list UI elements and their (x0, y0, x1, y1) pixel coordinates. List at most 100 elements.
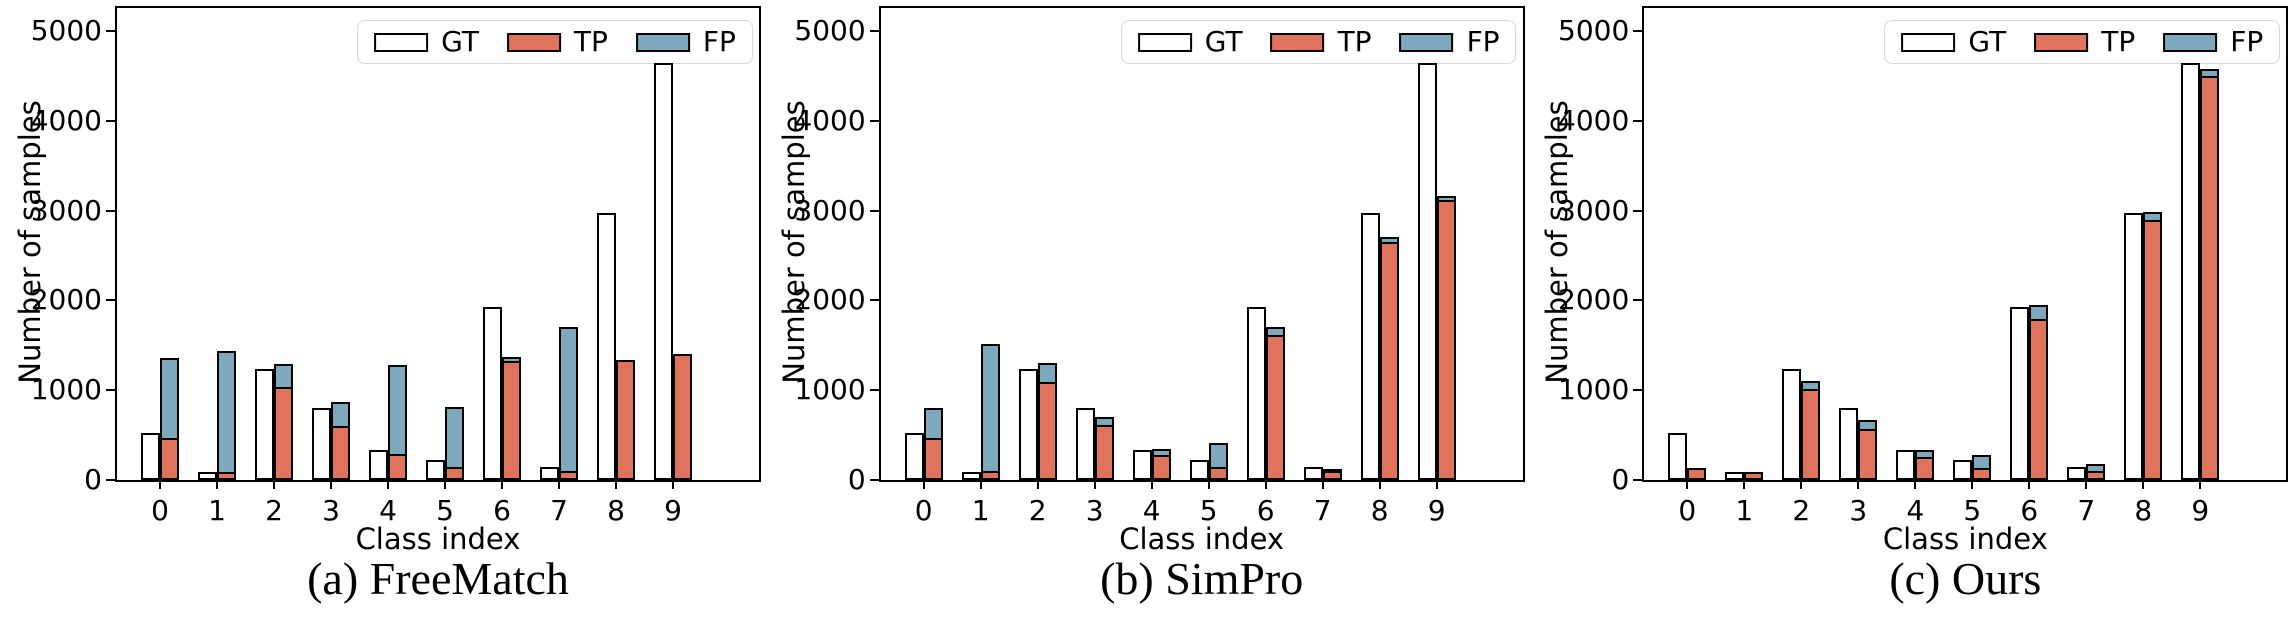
bar-tp-class-4 (1915, 456, 1935, 480)
bar-gt-class-1 (1725, 471, 1745, 480)
x-tick-label: 3 (1085, 494, 1104, 527)
legend-swatch-gt (374, 32, 429, 52)
bar-fp-class-4 (1151, 449, 1171, 455)
x-axis-tick (1093, 480, 1096, 489)
y-tick-label: 4000 (1558, 103, 1630, 137)
legend-label: TP (1337, 25, 1372, 58)
bar-tp-class-0 (1687, 468, 1707, 480)
legend-item-gt: GT (374, 26, 479, 58)
x-axis-tick (1264, 480, 1267, 489)
x-tick-label: 6 (1256, 494, 1275, 527)
x-axis-tick (2199, 480, 2202, 489)
x-tick-label: 1 (208, 494, 226, 527)
x-tick-label: 0 (914, 494, 933, 527)
bar-gt-class-7 (1303, 467, 1323, 480)
bar-fp-class-5 (445, 407, 464, 467)
x-tick-label: 0 (151, 494, 169, 527)
bar-gt-class-0 (904, 433, 924, 480)
y-tick-label: 1000 (794, 373, 866, 407)
legend-swatch-tp (506, 32, 561, 52)
x-axis-tick (922, 480, 925, 489)
x-axis-label: Class index (1882, 522, 2048, 556)
y-tick-label: 2000 (30, 283, 102, 317)
x-tick-label: 1 (971, 494, 990, 527)
bar-gt-class-7 (2067, 467, 2087, 480)
x-axis-tick (979, 480, 982, 489)
legend-item-tp: TP (1270, 25, 1372, 58)
x-tick-label: 2 (1792, 494, 1811, 527)
x-tick-label: 8 (607, 494, 625, 527)
x-axis-tick (1857, 480, 1860, 489)
bar-gt-class-0 (1668, 433, 1688, 480)
legend-item-fp: FP (1399, 26, 1500, 58)
bar-gt-class-2 (255, 368, 274, 480)
plot-area: GT TP FP 0 1000 2000 3000 4000 5000 0 1 2 3 4 5 6 7 8 9 (794, 6, 1525, 527)
bar-tp-class-1 (980, 471, 1000, 480)
x-tick-label: 4 (379, 494, 397, 527)
bar-gt-class-5 (1953, 460, 1973, 480)
x-tick-label: 8 (2134, 494, 2153, 527)
x-axis-tick (1435, 480, 1438, 489)
x-tick-label: 1 (1735, 494, 1754, 527)
panel-caption: (c) Ours (1889, 553, 2042, 604)
x-tick-label: 3 (1849, 494, 1868, 527)
y-axis-tick (1633, 479, 1643, 481)
legend-label: GT (1968, 25, 2007, 58)
bar-tp-class-5 (1972, 467, 1992, 480)
bar-gt-class-6 (483, 306, 502, 480)
y-tick-label: 3000 (1558, 193, 1630, 227)
bar-tp-class-4 (1151, 454, 1171, 480)
x-tick-label: 7 (2077, 494, 2096, 527)
x-axis-tick (1686, 480, 1689, 489)
x-axis-tick (1971, 480, 1974, 489)
bar-fp-class-7 (2086, 463, 2106, 472)
bar-tp-class-6 (1265, 335, 1285, 480)
bar-tp-class-3 (1094, 425, 1114, 480)
x-tick-label: 4 (1906, 494, 1925, 527)
bar-tp-class-8 (1379, 242, 1399, 480)
legend-item-gt: GT (1137, 26, 1243, 58)
x-tick-label: 5 (436, 494, 454, 527)
y-tick-label: 4000 (794, 103, 866, 137)
legend-swatch-gt (1137, 32, 1192, 52)
bar-fp-class-5 (1972, 454, 1992, 468)
y-tick-label: 2000 (1558, 283, 1630, 317)
bar-gt-class-9 (1417, 63, 1437, 480)
x-tick-label: 3 (322, 494, 340, 527)
x-axis-tick (558, 480, 560, 489)
bar-fp-class-1 (980, 343, 1000, 472)
x-axis-tick (444, 480, 446, 489)
bar-tp-class-1 (217, 471, 236, 480)
bar-gt-class-2 (1018, 368, 1038, 480)
bar-fp-class-6 (502, 357, 521, 361)
bar-gt-class-6 (2010, 306, 2030, 480)
y-axis-tick (1633, 299, 1643, 302)
y-axis-tick (106, 29, 115, 32)
x-axis-tick (1036, 480, 1039, 489)
bar-fp-class-3 (1858, 419, 1878, 429)
legend-item-tp: TP (2034, 26, 2135, 58)
x-axis-tick (1743, 480, 1746, 489)
legend: GT TP FP (357, 20, 753, 64)
bar-gt-class-3 (312, 408, 331, 480)
bar-fp-class-3 (1094, 417, 1114, 426)
bar-tp-class-7 (1322, 471, 1342, 480)
y-tick-label: 1000 (30, 373, 102, 407)
chart-panel-ours: Number of samples GT TP FP 0 1000 2000 3000… (1527, 0, 2291, 626)
panel-caption: (b) SimPro (1100, 553, 1304, 604)
x-tick-label: 8 (1370, 494, 1389, 527)
x-axis-tick (1800, 480, 1803, 489)
bar-fp-class-6 (2029, 304, 2049, 320)
bar-gt-class-8 (2124, 213, 2144, 480)
y-tick-label: 5000 (1558, 13, 1630, 47)
y-tick-label: 1000 (1558, 373, 1630, 407)
y-tick-label: 0 (84, 463, 102, 496)
y-axis-tick (1633, 29, 1643, 32)
bar-fp-class-0 (923, 408, 943, 438)
bar-gt-class-5 (426, 460, 445, 480)
y-axis-tick (1633, 209, 1643, 212)
bar-tp-class-9 (673, 354, 692, 480)
bar-fp-class-3 (331, 401, 350, 427)
x-axis-tick (159, 480, 161, 489)
bar-fp-class-4 (1915, 450, 1935, 457)
